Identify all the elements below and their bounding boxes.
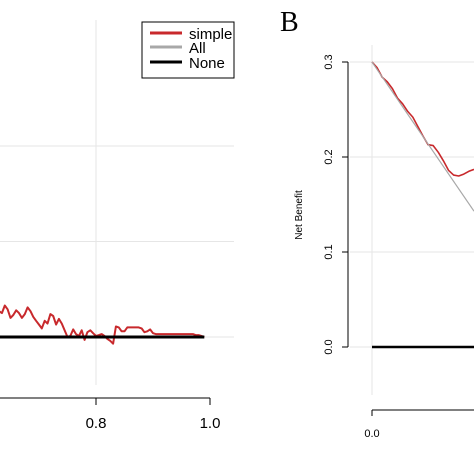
panel-b-x-axis: 0.0 xyxy=(364,409,474,440)
panel-a-series xyxy=(0,304,205,345)
panel-a-x-axis: 0.8 1.0 xyxy=(0,397,221,432)
panel-b-x-tick-label-0: 0.0 xyxy=(364,428,379,440)
panel-b-series xyxy=(371,61,474,349)
panel-b: B 0.0 0.1 0.2 0.3 0.0 Net Benefit xyxy=(280,7,474,440)
panel-b-y-tick-label-2: 0.2 xyxy=(323,149,335,164)
panel-a-x-tick-label-1: 1.0 xyxy=(200,415,221,432)
panel-b-y-tick-label-1: 0.1 xyxy=(323,244,335,259)
panel-b-y-tick-label-0: 0.0 xyxy=(323,339,335,354)
panel-a-series-line-simple xyxy=(0,304,205,345)
legend-label-simple: simple xyxy=(189,26,232,43)
panel-b-y-tick-label-3: 0.3 xyxy=(323,54,335,69)
legend: simple All None xyxy=(141,21,235,79)
panel-b-series-line-all xyxy=(371,61,474,212)
legend-label-none: None xyxy=(189,55,225,72)
y-axis-label: Net Benefit xyxy=(294,190,305,240)
panel-a-x-tick-label-0: 0.8 xyxy=(86,415,107,432)
panel-label-b: B xyxy=(280,7,299,38)
legend-label-all: All xyxy=(189,40,206,57)
legend-box xyxy=(141,21,235,79)
panel-a: 0.8 1.0 simple All None xyxy=(0,20,235,432)
panel-b-y-axis: 0.0 0.1 0.2 0.3 xyxy=(323,54,349,355)
